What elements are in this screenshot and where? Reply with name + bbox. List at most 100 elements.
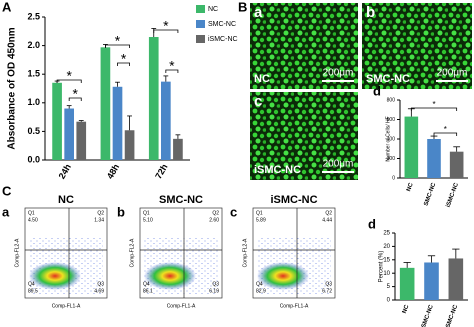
significance: * <box>72 86 78 102</box>
significance: * <box>432 100 435 109</box>
legend-swatch <box>196 5 205 13</box>
quadrant-value: 82.9 <box>256 288 266 294</box>
y-tick-label: 600 <box>387 117 396 123</box>
image-name: SMC-NC <box>366 73 410 85</box>
panel-label: d <box>373 83 381 98</box>
significance: * <box>115 33 121 49</box>
image-name: iSMC-NC <box>254 164 301 176</box>
bar <box>427 139 441 178</box>
y-tick-label: 400 <box>387 136 396 142</box>
y-tick-label: 800 <box>387 97 396 103</box>
x-tick-label: iSMC-NC <box>446 182 461 209</box>
x-tick-label: 48h <box>105 162 121 180</box>
significance: * <box>121 51 127 67</box>
y-tick-label: 20 <box>383 244 390 250</box>
x-tick-label: NC <box>402 304 411 315</box>
quadrant-value: 6.19 <box>209 288 219 294</box>
bar <box>76 121 87 160</box>
legend-swatch <box>196 35 205 43</box>
plot-label: a <box>2 204 10 219</box>
quadrant-value: 5.10 <box>143 217 153 223</box>
legend-label: iSMC-NC <box>208 36 238 43</box>
y-tick-label: 15 <box>383 257 390 263</box>
quadrant-name: Q2 <box>325 210 332 216</box>
micrograph <box>362 3 472 89</box>
y-tick-label: 2.0 <box>27 40 40 50</box>
quadrant-value: 86.1 <box>143 288 153 294</box>
quadrant-name: Q3 <box>325 281 332 287</box>
bar <box>399 267 415 300</box>
panel-label: C <box>2 183 12 198</box>
bar <box>424 262 439 300</box>
significance: * <box>169 58 175 74</box>
quadrant-name: Q4 <box>256 281 263 287</box>
y-tick-label: 10 <box>383 271 390 277</box>
legend-swatch <box>196 20 205 28</box>
significance: * <box>444 125 447 134</box>
significance: * <box>163 18 169 34</box>
density <box>144 262 196 290</box>
quadrant-value: 1.34 <box>94 217 104 223</box>
quadrant-name: Q3 <box>97 281 104 287</box>
quadrant-value: 4.69 <box>94 288 104 294</box>
quadrant-name: Q1 <box>256 210 263 216</box>
image-label: b <box>366 4 375 21</box>
bracket <box>117 62 130 66</box>
y-tick-label: 1.5 <box>27 69 40 79</box>
bar <box>100 47 111 161</box>
quadrant-value: 4.50 <box>28 217 38 223</box>
quadrant-value: 89.5 <box>28 288 38 294</box>
scale-text: 200μm <box>323 159 354 170</box>
y-tick-label: 0 <box>392 175 395 181</box>
y-tick-label: 0.5 <box>27 126 40 136</box>
y-tick-label: 5 <box>387 284 391 290</box>
scale-text: 200μm <box>437 68 468 79</box>
y-axis-label: Number of Cells/ HF <box>385 116 391 161</box>
y-axis-label: Comp-FL2-A <box>14 238 20 267</box>
legend-label: NC <box>208 6 218 13</box>
y-axis-label: Comp-FL2-A <box>129 238 135 267</box>
x-tick-label: SMC-NC <box>424 182 438 207</box>
quadrant-value: 5.89 <box>256 217 266 223</box>
quadrant-value: 6.72 <box>322 288 332 294</box>
x-tick-label: 24h <box>57 162 73 180</box>
quadrant-name: Q2 <box>212 210 219 216</box>
bracket <box>410 107 458 111</box>
x-axis-label: Comp-FL1-A <box>167 303 196 309</box>
bracket <box>433 132 458 136</box>
quadrant-value: 4.44 <box>322 217 332 223</box>
x-tick-label: iSMC-NC <box>445 304 460 327</box>
quadrant-name: Q3 <box>212 281 219 287</box>
y-axis-label: Comp-FL2-A <box>242 238 248 267</box>
plot-title: iSMC-NC <box>270 194 317 206</box>
bar <box>124 130 135 160</box>
density <box>29 262 81 290</box>
legend-label: SMC-NC <box>208 21 236 28</box>
panel-label: A <box>2 0 12 14</box>
bar <box>112 86 123 160</box>
x-tick-label: SMC-NC <box>421 304 435 327</box>
bar <box>161 81 171 160</box>
bracket <box>105 44 130 48</box>
bracket <box>153 29 179 33</box>
x-tick-label: NC <box>406 182 415 193</box>
panel-label: d <box>368 216 376 231</box>
y-tick-label: 1.0 <box>27 97 40 107</box>
image-label: c <box>254 93 262 110</box>
image-label: a <box>254 4 263 21</box>
scale-text: 200μm <box>323 68 354 79</box>
plot-label: b <box>117 204 125 219</box>
bracket <box>68 97 82 101</box>
plot-label: c <box>230 204 237 219</box>
bar <box>148 37 159 160</box>
image-name: NC <box>254 73 270 85</box>
bar <box>173 138 183 160</box>
x-tick-label: 72h <box>153 162 169 180</box>
bar <box>52 82 62 160</box>
y-tick-label: 0.0 <box>27 154 40 164</box>
quadrant-name: Q1 <box>143 210 150 216</box>
density <box>257 262 309 290</box>
micrograph <box>250 3 358 89</box>
micrograph <box>250 92 358 180</box>
